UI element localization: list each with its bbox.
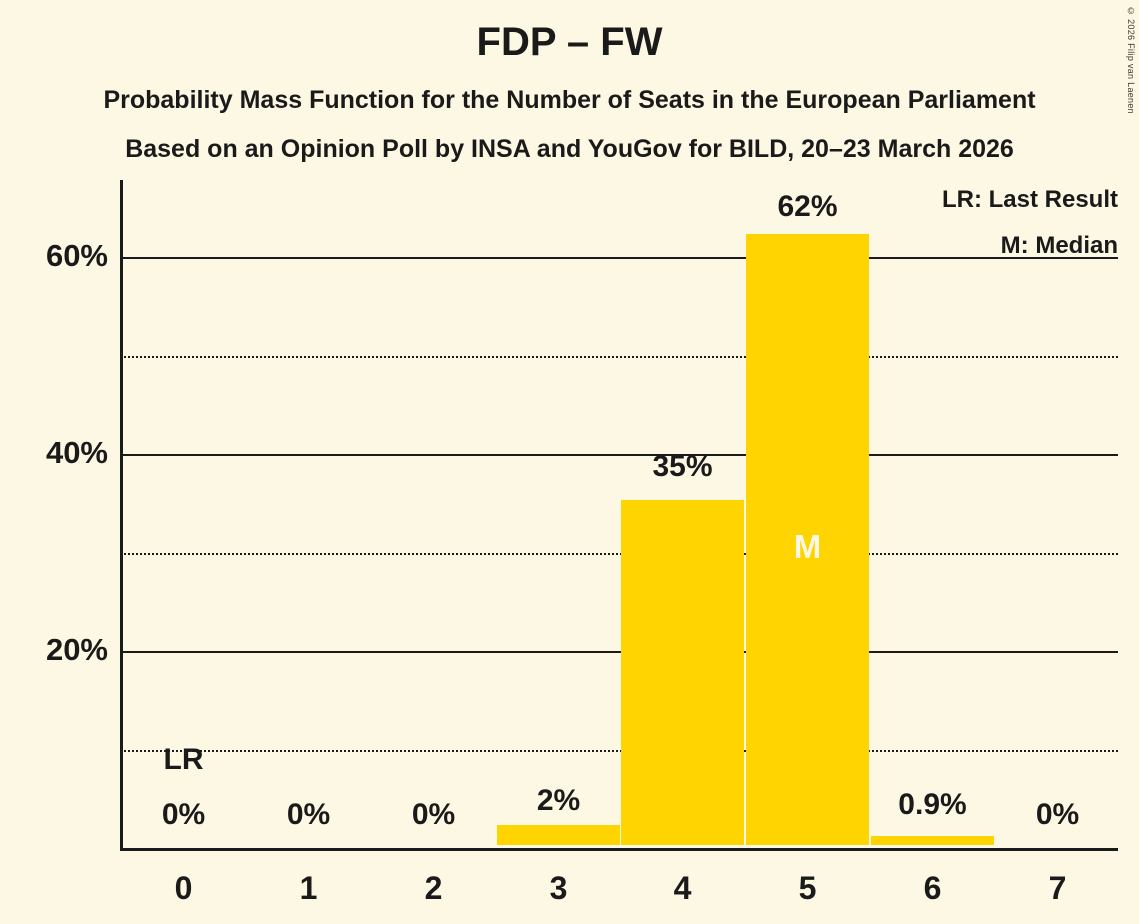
bar-value-4: 35% <box>652 450 713 483</box>
x-tick-label-2: 2 <box>424 870 443 906</box>
x-tick-label-6: 6 <box>923 870 942 906</box>
gridline-10 <box>120 750 1118 752</box>
bar-value-7: 0% <box>1035 798 1080 831</box>
bar-value-0: 0% <box>161 798 206 831</box>
x-axis-line <box>120 848 1118 851</box>
bar-value-5: 62% <box>777 190 838 223</box>
x-tick-label-7: 7 <box>1048 870 1067 906</box>
gridline-60 <box>120 257 1118 259</box>
x-tick-label-1: 1 <box>299 870 318 906</box>
gridline-30 <box>120 553 1118 555</box>
gridline-20 <box>120 651 1118 653</box>
bar-value-1: 0% <box>286 798 331 831</box>
last-result-marker: LR <box>163 743 204 776</box>
bar-value-6: 0.9% <box>898 788 967 821</box>
x-tick-label-4: 4 <box>673 870 692 906</box>
bar-5 <box>746 234 869 845</box>
gridline-40 <box>120 454 1118 456</box>
y-tick-label-20: 20% <box>45 632 108 667</box>
bar-4 <box>621 500 744 845</box>
gridline-50 <box>120 356 1118 358</box>
legend-last-result: LR: Last Result <box>941 186 1118 213</box>
median-marker: M <box>793 528 822 565</box>
plot-area: M LR 0% 0% 0% 2% 35% 62% 0.9% 0% 0 1 2 3… <box>120 180 1118 904</box>
chart-title: FDP – FW <box>476 20 663 64</box>
legend-median: M: Median <box>1000 232 1118 259</box>
bar-value-3: 2% <box>536 784 581 817</box>
bar-value-2: 0% <box>411 798 456 831</box>
x-tick-label-0: 0 <box>174 870 193 906</box>
bar-6 <box>871 836 994 845</box>
y-tick-label-60: 60% <box>45 238 108 273</box>
y-tick-label-40: 40% <box>45 435 108 470</box>
y-axis-line <box>120 180 123 851</box>
chart-subtitle-secondary: Based on an Opinion Poll by INSA and You… <box>125 135 1014 163</box>
x-tick-label-5: 5 <box>798 870 817 906</box>
bar-3 <box>497 825 620 845</box>
x-tick-label-3: 3 <box>549 870 568 906</box>
chart-subtitle-primary: Probability Mass Function for the Number… <box>103 86 1036 114</box>
copyright-notice: © 2026 Filip van Laenen <box>1126 6 1136 114</box>
